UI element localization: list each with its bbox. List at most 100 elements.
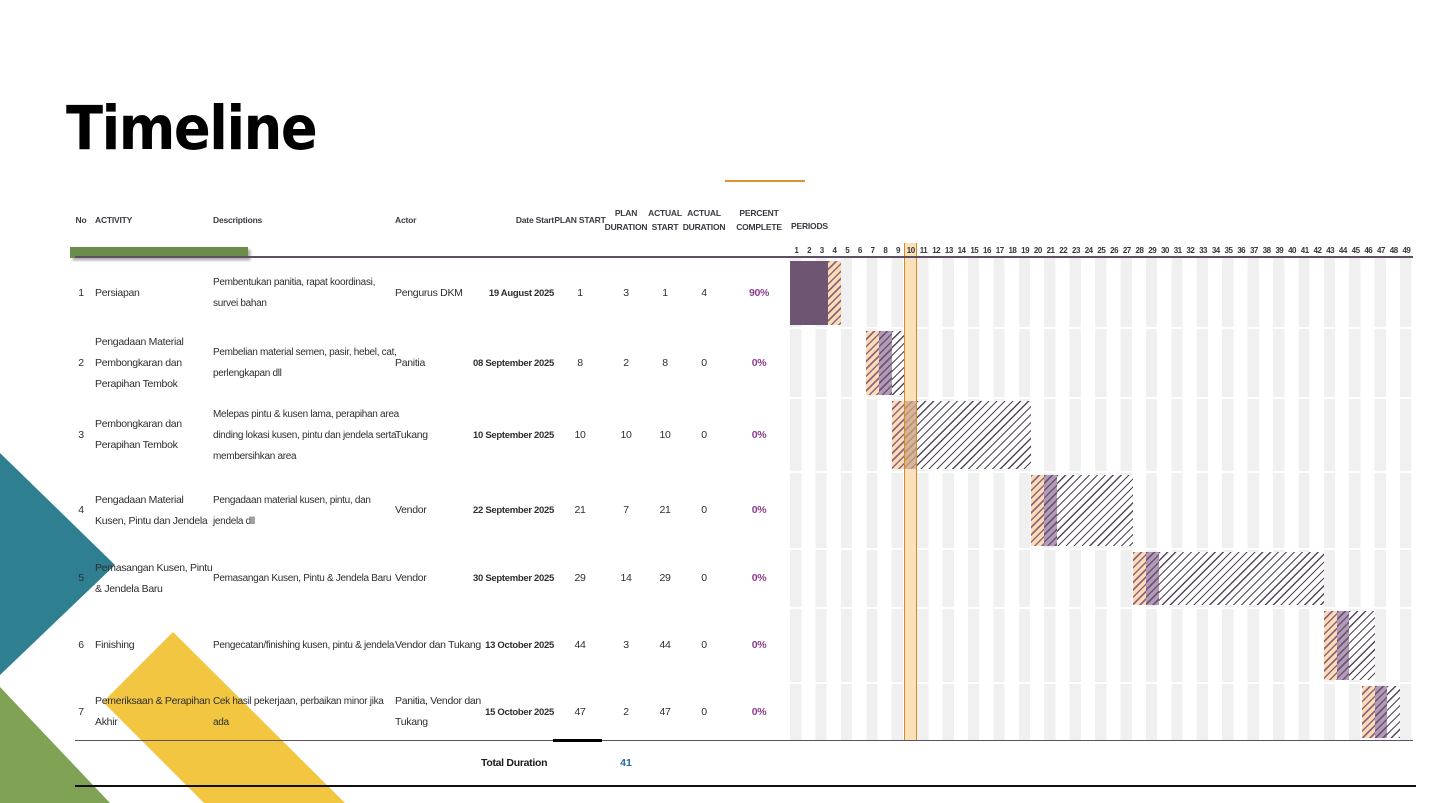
period-number: 30 (1160, 246, 1169, 255)
table-cell-actual-start: 44 (659, 639, 671, 651)
table-cell-actual-start: 21 (659, 504, 671, 516)
table-top-rule (75, 256, 1413, 259)
period-number: 5 (845, 246, 850, 255)
table-cell-no: 3 (78, 428, 84, 441)
gantt-bar-segment-solid (790, 261, 829, 325)
table-cell-actual-duration: 4 (701, 286, 707, 299)
table-cell-percent: 0% (751, 572, 767, 584)
period-number: 42 (1313, 246, 1322, 255)
period-number: 36 (1237, 246, 1246, 255)
gantt-row-separator (790, 682, 1413, 684)
gantt-row-separator (790, 471, 1413, 473)
gantt-row-separator (790, 548, 1413, 550)
period-number: 49 (1402, 246, 1411, 255)
table-cell-plan-start: 8 (577, 356, 583, 369)
period-number: 31 (1173, 246, 1182, 255)
gantt-bar-segment-plan-hatch-dark (891, 331, 905, 395)
period-number: 46 (1364, 246, 1373, 255)
table-cell-description: Pembentukan panitia, rapat koordinasi, s… (213, 277, 376, 309)
table-cell-actor: Vendor (395, 504, 427, 516)
period-number: 23 (1072, 246, 1080, 255)
gantt-bar-segment-plan-hatch-purple (1336, 611, 1350, 680)
yellow-ribbon-shape (103, 632, 345, 803)
gantt-bar-segment-plan-hatch-orange (1031, 475, 1045, 546)
table-cell-actual-start: 1 (662, 286, 668, 299)
gantt-bar-segment-plan-hatch-purple (878, 331, 892, 395)
table-cell-date-start: 08 September 2025 (473, 357, 554, 369)
period-number: 34 (1211, 246, 1220, 255)
gantt-bar-segment-plan-hatch-orange (1361, 686, 1375, 738)
total-duration-label: Total Duration (481, 757, 548, 769)
period-number: 3 (819, 246, 824, 255)
gantt-bar-segment-plan-hatch-orange (1133, 552, 1146, 605)
header-date-start: Date Start (515, 215, 554, 225)
table-cell-actual-duration: 0 (701, 428, 707, 441)
header-actual-duration: ACTUAL DURATION (682, 208, 726, 232)
gantt-chart-area (790, 258, 1413, 741)
table-cell-description: Pemasangan Kusen, Pintu & Jendela Baru (213, 573, 392, 584)
period-axis: 1 2 3 4 5 6 7 8 9 10 11 12 13 14 15 16 17 18 19 20 21 22 23 24 2… (790, 243, 1413, 258)
total-row-tick (553, 739, 602, 743)
table-cell-no: 7 (78, 705, 84, 718)
table-cell-actual-duration: 0 (701, 504, 707, 516)
table-cell-no: 1 (78, 286, 84, 299)
period-number: 21 (1046, 246, 1055, 255)
gantt-bar-segment-plan-hatch-dark (917, 401, 1032, 469)
table-cell-description: Cek hasil pekerjaan, perbaikan minor jik… (213, 696, 384, 728)
header-percent-complete: PERCENT COMPLETE (736, 208, 782, 232)
period-number: 18 (1008, 246, 1017, 255)
period-number: 39 (1275, 246, 1284, 255)
table-cell-plan-duration: 14 (620, 572, 632, 584)
periods-axis-label: PERIODS (791, 221, 828, 231)
table-cell-date-start: 22 September 2025 (473, 505, 554, 516)
period-number: 10 (906, 246, 915, 255)
period-number: 7 (870, 246, 875, 255)
table-cell-plan-start: 44 (574, 639, 586, 651)
table-cell-date-start: 15 October 2025 (485, 706, 554, 718)
table-row: 5 Pemasangan Kusen, Pintu & Jendela Baru P… (0, 549, 790, 608)
table-cell-no: 5 (78, 572, 84, 584)
gantt-row-separator (790, 607, 1413, 609)
table-cell-plan-start: 29 (574, 572, 586, 584)
table-cell-activity: Pembongkaran dan Perapihan Tembok (95, 418, 182, 451)
table-cell-activity: Pengadaan Material Kusen, Pintu dan Jend… (95, 493, 208, 527)
gantt-bar-segment-plan-hatch-purple (1374, 686, 1388, 738)
table-cell-no: 4 (78, 504, 84, 516)
table-cell-plan-duration: 10 (620, 428, 632, 441)
table-row: 6 Finishing Pengecatan/finishing kusen, pi… (0, 608, 790, 683)
table-cell-percent: 0% (751, 504, 767, 516)
period-number: 25 (1097, 246, 1106, 255)
period-number: 27 (1122, 246, 1131, 255)
period-number: 29 (1148, 246, 1157, 255)
gantt-bar-segment-plan-hatch-orange (1323, 611, 1337, 680)
table-cell-actor: Vendor dan Tukang (395, 639, 481, 651)
orange-accent-line (725, 180, 805, 183)
period-number: 13 (944, 246, 953, 255)
table-cell-actual-duration: 0 (701, 639, 707, 651)
table-cell-description: Pembelian material semen, pasir, hebel, … (213, 347, 397, 379)
table-cell-description: Pengadaan material kusen, pintu, dan jen… (213, 494, 371, 527)
table-cell-actor: Vendor (395, 572, 427, 584)
total-row: Total Duration 41 (0, 741, 790, 785)
period-number: 43 (1326, 246, 1335, 255)
table-cell-plan-duration: 3 (623, 286, 629, 299)
table-cell-actual-duration: 0 (701, 572, 707, 584)
table-cell-actual-start: 29 (659, 572, 671, 584)
period-number: 22 (1059, 246, 1068, 255)
gantt-row-separator (790, 397, 1413, 399)
table-row: 7 Pemeriksaan & Perapihan Akhir Cek hasil … (0, 683, 790, 741)
period-number: 1 (794, 246, 799, 255)
period-number: 45 (1351, 246, 1360, 255)
table-cell-actual-start: 47 (659, 705, 671, 718)
header-actual-start: ACTUAL START (648, 208, 682, 232)
page-title: Timeline (66, 94, 318, 165)
header-plan-duration: PLAN DURATION (604, 208, 648, 232)
table-row: 3 Pembongkaran dan Perapihan Tembok Melepa… (0, 398, 790, 472)
table-cell-actual-start: 8 (662, 356, 668, 369)
table-cell-activity: Persiapan (95, 286, 140, 299)
period-number: 12 (932, 246, 941, 255)
table-cell-activity: Pengadaan Material Pembongkaran dan Pera… (95, 335, 184, 390)
period-number: 19 (1021, 246, 1030, 255)
period-number: 40 (1288, 246, 1296, 255)
